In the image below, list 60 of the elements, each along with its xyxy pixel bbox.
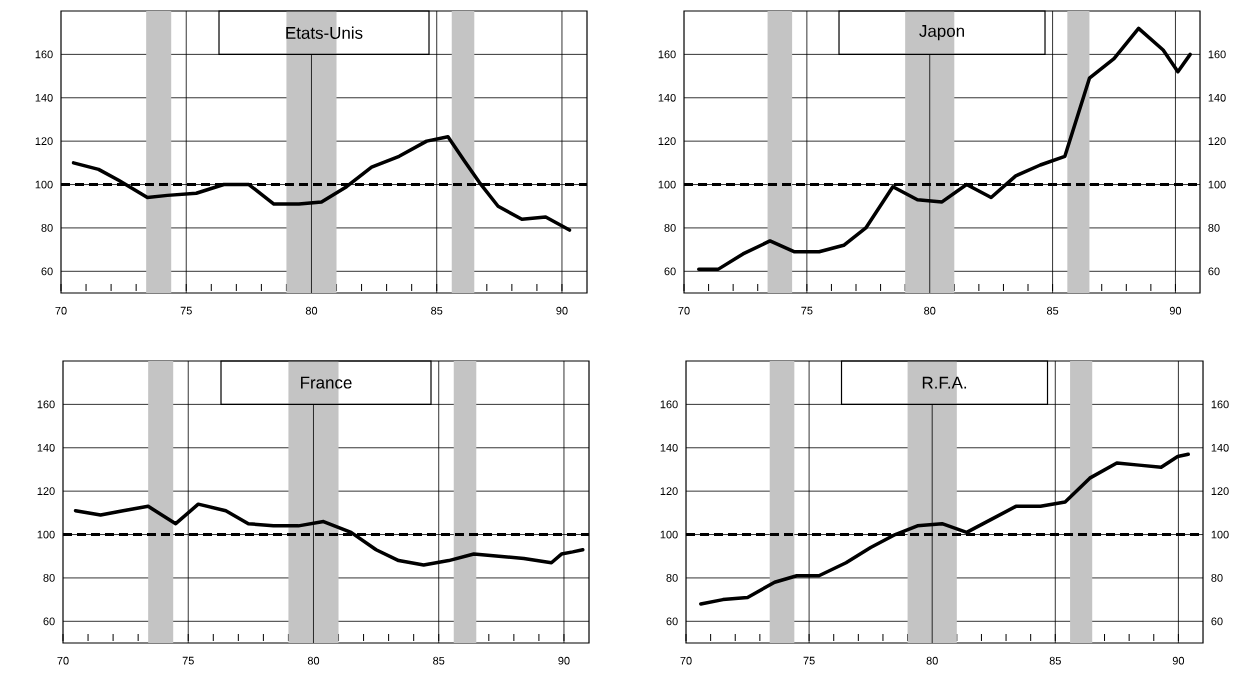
text: Etats-Unis bbox=[286, 26, 363, 39]
x-tick-label: 75 bbox=[801, 306, 813, 315]
y-tick-label: 140 bbox=[37, 443, 55, 452]
y2-tick-label: 120 bbox=[1208, 137, 1226, 146]
y-tick-label: 100 bbox=[37, 530, 55, 539]
x-tick-label: 85 bbox=[431, 306, 443, 315]
y-tick-label: 80 bbox=[666, 574, 678, 582]
y-tick-label: 140 bbox=[660, 443, 678, 452]
y2-tick-label: 160 bbox=[1208, 50, 1226, 59]
y2-tick-label: 60 bbox=[1211, 617, 1223, 626]
y-tick-label: 60 bbox=[664, 267, 676, 276]
y-tick-label: 100 bbox=[660, 530, 678, 539]
x-tick-label: 70 bbox=[680, 656, 692, 665]
text: Japon bbox=[919, 25, 964, 41]
y-tick-label: 100 bbox=[658, 180, 676, 189]
y2-tick-label: 100 bbox=[1211, 530, 1229, 539]
y2-tick-label: 80 bbox=[1211, 574, 1223, 582]
y-tick-label: 160 bbox=[658, 50, 676, 59]
x-tick-label: 75 bbox=[180, 306, 192, 315]
y-tick-label: 160 bbox=[35, 50, 53, 59]
x-tick-label: 75 bbox=[803, 656, 815, 665]
y-tick-label: 140 bbox=[35, 93, 53, 102]
text: R.F.A. bbox=[922, 376, 967, 389]
y2-tick-label: 60 bbox=[1208, 267, 1220, 276]
x-tick-label: 80 bbox=[926, 656, 938, 665]
x-tick-label: 70 bbox=[678, 306, 690, 315]
y-tick-label: 80 bbox=[43, 574, 55, 582]
y-tick-label: 60 bbox=[666, 617, 678, 626]
y2-tick-label: 160 bbox=[1211, 400, 1229, 409]
y-tick-label: 140 bbox=[658, 93, 676, 102]
x-tick-label: 90 bbox=[1172, 656, 1185, 665]
y-tick-label: 120 bbox=[658, 137, 676, 146]
x-tick-label: 90 bbox=[558, 656, 570, 665]
y-tick-label: 120 bbox=[35, 137, 53, 146]
x-tick-label: 80 bbox=[924, 306, 936, 315]
text: France bbox=[301, 376, 352, 389]
x-tick-label: 85 bbox=[433, 656, 445, 665]
y-tick-label: 120 bbox=[37, 487, 55, 496]
x-tick-label: 75 bbox=[182, 656, 194, 665]
y-tick-label: 160 bbox=[660, 400, 678, 409]
x-tick-label: 80 bbox=[307, 656, 320, 665]
y2-tick-label: 140 bbox=[1208, 93, 1226, 102]
x-tick-label: 85 bbox=[1046, 306, 1059, 315]
y-tick-label: 100 bbox=[35, 180, 53, 189]
x-tick-label: 70 bbox=[55, 306, 67, 315]
y-tick-label: 80 bbox=[664, 224, 676, 232]
x-tick-label: 90 bbox=[556, 306, 568, 315]
x-tick-label: 70 bbox=[57, 656, 69, 665]
y2-tick-label: 80 bbox=[1208, 224, 1220, 232]
y2-tick-label: 100 bbox=[1208, 180, 1226, 189]
y-tick-label: 120 bbox=[660, 487, 678, 496]
x-tick-label: 90 bbox=[1169, 306, 1182, 315]
y-tick-label: 80 bbox=[41, 224, 53, 232]
y2-tick-label: 140 bbox=[1211, 443, 1229, 452]
y-tick-label: 60 bbox=[43, 617, 55, 626]
x-tick-label: 80 bbox=[305, 306, 318, 315]
y-tick-label: 160 bbox=[37, 400, 55, 409]
y2-tick-label: 120 bbox=[1211, 487, 1229, 496]
x-tick-label: 85 bbox=[1049, 656, 1061, 665]
y-tick-label: 60 bbox=[41, 267, 53, 276]
